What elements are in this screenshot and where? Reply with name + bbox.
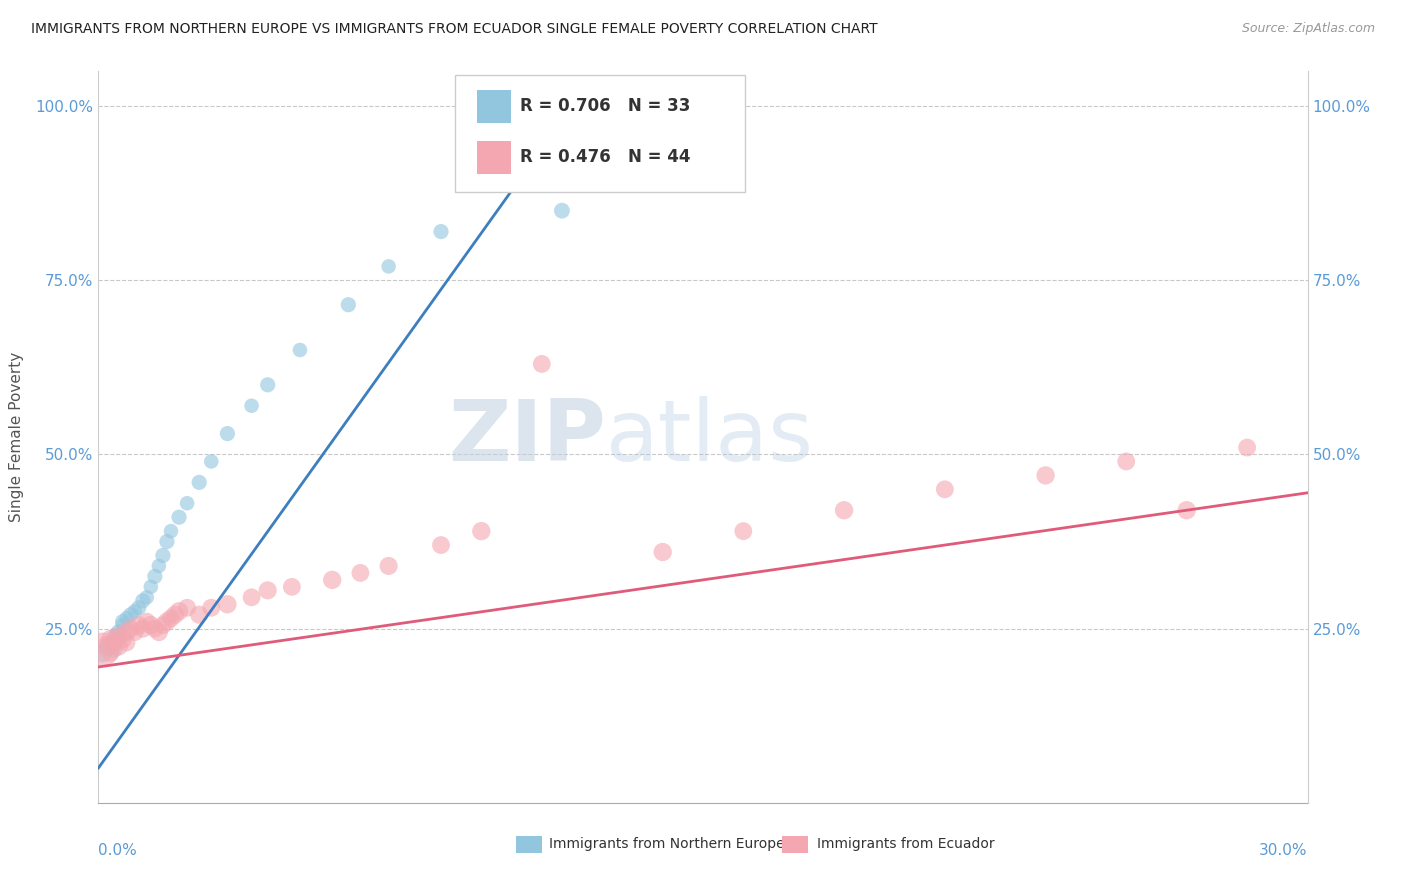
Point (132, 622, 155, 636)
Point (430, 538, 453, 552)
Point (139, 580, 162, 594)
Point (143, 622, 166, 636)
Point (115, 625, 138, 640)
FancyBboxPatch shape (456, 75, 745, 192)
Point (111, 618, 134, 632)
Point (156, 615, 179, 629)
Point (217, 597, 239, 611)
Point (135, 615, 157, 629)
Point (152, 618, 174, 632)
Point (281, 580, 304, 594)
Point (163, 607, 186, 622)
Point (100, 635, 122, 649)
Point (321, 573, 343, 587)
Point (470, 524, 492, 538)
Point (115, 635, 138, 649)
Point (1175, 503, 1198, 517)
Point (120, 607, 142, 622)
Point (240, 399, 263, 413)
Point (1035, 468, 1057, 483)
Point (124, 604, 146, 618)
Point (377, 558, 399, 573)
Point (152, 549, 174, 563)
Point (733, 524, 755, 538)
Text: R = 0.476   N = 44: R = 0.476 N = 44 (520, 148, 690, 166)
Point (349, 566, 371, 580)
Point (551, 203, 574, 218)
Point (200, 454, 222, 468)
Text: IMMIGRANTS FROM NORTHERN EUROPE VS IMMIGRANTS FROM ECUADOR SINGLE FEMALE POVERTY: IMMIGRANTS FROM NORTHERN EUROPE VS IMMIG… (31, 22, 877, 37)
Point (176, 496, 198, 510)
Point (188, 475, 211, 490)
Point (934, 483, 956, 497)
Point (115, 611, 138, 625)
Point (124, 625, 146, 640)
Text: atlas: atlas (606, 395, 814, 479)
Point (832, 503, 855, 517)
FancyBboxPatch shape (477, 90, 510, 122)
Point (120, 622, 142, 636)
Point (91, 646, 114, 660)
Point (377, 260, 399, 274)
Point (240, 591, 263, 605)
Point (651, 545, 673, 559)
Point (217, 426, 239, 441)
Text: Immigrants from Ecuador: Immigrants from Ecuador (817, 838, 994, 852)
Point (167, 604, 190, 618)
Point (135, 591, 157, 605)
Point (143, 569, 166, 583)
Point (156, 534, 179, 549)
Point (337, 298, 360, 312)
Point (96, 639, 118, 653)
Point (288, 343, 311, 357)
Point (167, 510, 190, 524)
Y-axis label: Single Female Poverty: Single Female Poverty (10, 352, 24, 522)
Point (107, 632, 129, 646)
Point (111, 632, 134, 646)
Point (107, 639, 129, 653)
Point (107, 629, 129, 643)
Point (256, 583, 278, 598)
Point (148, 558, 170, 573)
Point (160, 524, 183, 538)
Text: Immigrants from Northern Europe: Immigrants from Northern Europe (550, 838, 785, 852)
Point (100, 632, 122, 646)
Point (91, 642, 114, 657)
Point (148, 625, 170, 640)
Text: Source: ZipAtlas.com: Source: ZipAtlas.com (1241, 22, 1375, 36)
FancyBboxPatch shape (477, 141, 510, 174)
Point (530, 357, 553, 371)
Point (1236, 441, 1258, 455)
Text: ZIP: ZIP (449, 395, 606, 479)
Point (103, 629, 125, 643)
Point (139, 618, 162, 632)
Point (1115, 454, 1137, 468)
Point (103, 642, 125, 657)
Point (100, 646, 122, 660)
Point (430, 225, 453, 239)
Point (107, 625, 129, 640)
Point (176, 600, 198, 615)
Point (103, 635, 125, 649)
Point (132, 594, 155, 608)
Text: R = 0.706   N = 33: R = 0.706 N = 33 (520, 96, 690, 115)
Point (128, 618, 150, 632)
Point (256, 377, 278, 392)
FancyBboxPatch shape (516, 837, 543, 853)
Point (128, 600, 150, 615)
Point (96, 639, 118, 653)
FancyBboxPatch shape (782, 837, 808, 853)
Text: 0.0%: 0.0% (98, 843, 138, 858)
Point (200, 600, 222, 615)
Point (111, 615, 134, 629)
Point (160, 611, 183, 625)
Point (188, 607, 211, 622)
Text: 30.0%: 30.0% (1260, 843, 1308, 858)
